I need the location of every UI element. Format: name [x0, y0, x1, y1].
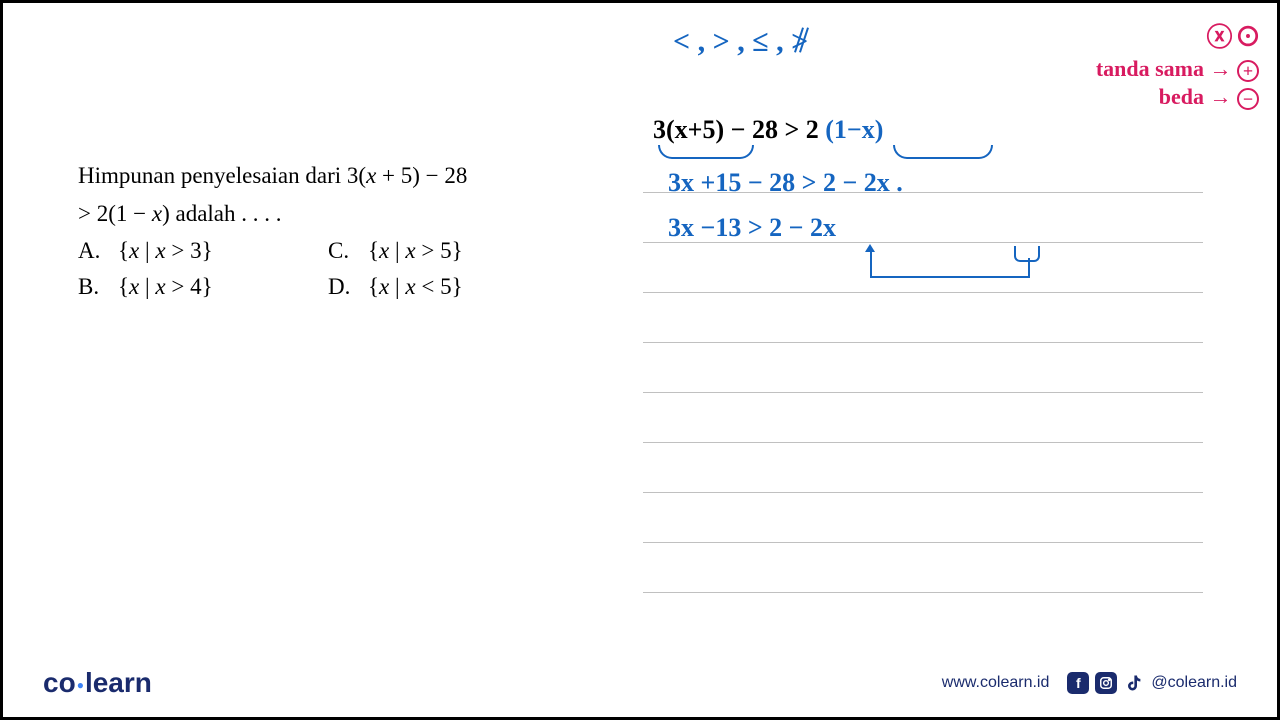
page-content: Himpunan penyelesaian dari 3(x + 5) − 28… — [3, 3, 1277, 717]
pink-line1-text: tanda sama — [1096, 56, 1204, 81]
work-row-3: 3x −13 > 2 − 2x — [668, 213, 836, 243]
social-handle[interactable]: @colearn.id — [1151, 674, 1237, 692]
footer-right: www.colearn.id f @colearn.id — [942, 672, 1237, 694]
question-prefix: Himpunan penyelesaian dari — [78, 163, 347, 188]
option-a: A. {x | x > 3} — [78, 233, 308, 269]
option-b-letter: B. — [78, 269, 104, 305]
arrow-source-box — [1014, 246, 1040, 262]
pink-line2-text: beda — [1159, 84, 1204, 109]
pink-notes: ⓧ ⊙ tanda sama → + beda → − — [1096, 21, 1259, 112]
paper-line — [643, 293, 1203, 343]
option-b: B. {x | x > 4} — [78, 269, 308, 305]
work-row-1: 3(x+5) − 28 > 2 (1−x) — [653, 115, 883, 145]
question-line-1: Himpunan penyelesaian dari 3(x + 5) − 28 — [78, 158, 558, 194]
option-c-letter: C. — [328, 233, 354, 269]
instagram-icon[interactable] — [1095, 672, 1117, 694]
circled-plus: + — [1237, 60, 1259, 82]
logo-co: co — [43, 667, 76, 698]
arrow-1: → — [1210, 56, 1232, 81]
distribution-arc-2 — [893, 145, 993, 159]
arrow-2: → — [1210, 84, 1232, 109]
facebook-icon[interactable]: f — [1067, 672, 1089, 694]
tiktok-icon[interactable] — [1123, 672, 1145, 694]
pink-line-1: tanda sama → + — [1096, 55, 1259, 84]
inequality-symbols: < , > , ≤ , > — [673, 25, 808, 59]
social-icons: f @colearn.id — [1067, 672, 1237, 694]
options-grid: A. {x | x > 3} C. {x | x > 5} B. {x | x … — [78, 233, 558, 304]
distribution-arc-1 — [658, 145, 754, 159]
transposition-arrow — [870, 248, 1030, 278]
work-row-1-left: 3(x+5) − 28 > 2 — [653, 115, 819, 144]
footer: co●learn www.colearn.id f @colearn.id — [3, 667, 1277, 699]
paper-line — [643, 343, 1203, 393]
pink-line-2: beda → − — [1096, 83, 1259, 112]
logo-dot: ● — [77, 678, 84, 692]
question-line-2: > 2(1 − x) adalah . . . . — [78, 196, 558, 232]
option-a-text: {x | x > 3} — [118, 233, 213, 269]
circled-minus: − — [1237, 88, 1259, 110]
option-a-letter: A. — [78, 233, 104, 269]
question-block: Himpunan penyelesaian dari 3(x + 5) − 28… — [78, 158, 558, 305]
arrow-h — [870, 276, 1030, 278]
question-expr-2: > 2(1 − x) adalah . . . . — [78, 201, 282, 226]
symbols-text: < , > , ≤ , — [673, 25, 784, 58]
paper-line — [643, 443, 1203, 493]
logo: co●learn — [43, 667, 152, 699]
website-url[interactable]: www.colearn.id — [942, 674, 1050, 692]
symbol-ge-slashed: > — [791, 25, 808, 59]
option-c-text: {x | x > 5} — [368, 233, 463, 269]
question-expr-1: 3(x + 5) − 28 — [347, 163, 468, 188]
logo-learn: learn — [85, 667, 152, 698]
work-row-3-text: 3x −13 > 2 − 2x — [668, 213, 836, 242]
option-b-text: {x | x > 4} — [118, 269, 213, 305]
work-row-2: 3x +15 − 28 > 2 − 2x . — [668, 168, 903, 198]
work-row-1-right: (1−x) — [825, 115, 883, 144]
pink-circles: ⓧ ⊙ — [1096, 21, 1259, 55]
paper-line — [643, 393, 1203, 443]
option-c: C. {x | x > 5} — [328, 233, 558, 269]
arrow-head — [865, 244, 875, 252]
arrow-vl — [870, 248, 872, 278]
paper-line — [643, 493, 1203, 543]
lined-paper — [643, 143, 1203, 593]
option-d: D. {x | x < 5} — [328, 269, 558, 305]
option-d-text: {x | x < 5} — [368, 269, 463, 305]
paper-line — [643, 543, 1203, 593]
option-d-letter: D. — [328, 269, 354, 305]
